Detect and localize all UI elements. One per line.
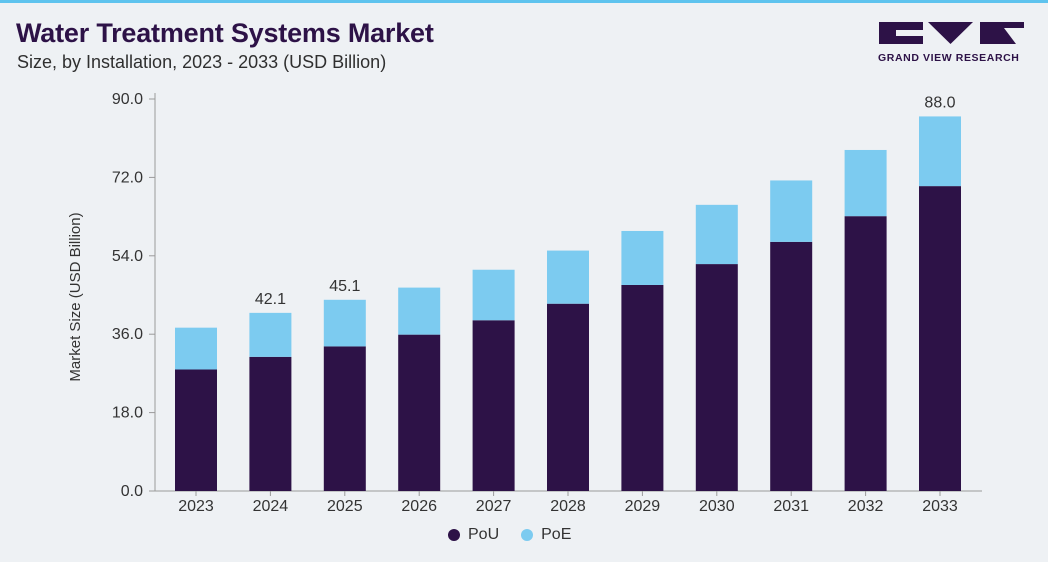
y-tick-label: 0.0 bbox=[121, 483, 143, 500]
bar-poe-2029 bbox=[621, 230, 664, 285]
bar-poe-2023 bbox=[175, 327, 217, 370]
x-tick-label: 2023 bbox=[178, 498, 214, 515]
chart-legend: PoU PoE bbox=[448, 526, 571, 544]
logo-wordmark: GRAND VIEW RESEARCH bbox=[878, 52, 1020, 64]
data-label-2024: 42.1 bbox=[255, 291, 286, 308]
y-tick-label: 72.0 bbox=[112, 169, 143, 186]
x-tick-label: 2026 bbox=[401, 498, 437, 515]
data-label-2033: 88.0 bbox=[924, 94, 955, 111]
x-tick-label: 2031 bbox=[773, 498, 809, 515]
bar-poe-2025 bbox=[323, 299, 366, 347]
bar-pou-2024 bbox=[249, 356, 292, 491]
x-tick-label: 2030 bbox=[699, 498, 735, 515]
bar-pou-2028 bbox=[547, 303, 589, 491]
x-tick-label: 2024 bbox=[253, 498, 289, 515]
bar-poe-2027 bbox=[472, 269, 515, 321]
y-tick-label: 54.0 bbox=[112, 248, 143, 265]
y-tick-label: 90.0 bbox=[112, 91, 143, 108]
legend-item-pou: PoU bbox=[448, 526, 499, 544]
y-tick-label: 18.0 bbox=[112, 405, 143, 422]
legend-swatch-poe bbox=[521, 529, 534, 541]
bar-pou-2025 bbox=[323, 346, 366, 491]
y-axis-title: Market Size (USD Billion) bbox=[67, 212, 84, 381]
y-tick-label: 36.0 bbox=[112, 326, 143, 343]
bar-poe-2033 bbox=[919, 116, 961, 187]
data-label-2025: 45.1 bbox=[329, 278, 360, 295]
legend-swatch-pou bbox=[448, 529, 460, 541]
x-tick-label: 2028 bbox=[550, 498, 586, 515]
bar-pou-2029 bbox=[621, 284, 664, 491]
x-tick-label: 2027 bbox=[476, 498, 512, 515]
chart-subtitle: Size, by Installation, 2023 - 2033 (USD … bbox=[17, 52, 387, 72]
x-tick-label: 2025 bbox=[327, 498, 363, 515]
x-tick-label: 2032 bbox=[848, 498, 884, 515]
bar-pou-2023 bbox=[175, 369, 217, 491]
bar-poe-2031 bbox=[770, 180, 813, 242]
bar-pou-2026 bbox=[398, 334, 441, 491]
bar-poe-2028 bbox=[547, 250, 589, 304]
legend-item-poe: PoE bbox=[521, 526, 571, 544]
x-tick-label: 2029 bbox=[625, 498, 661, 515]
bar-poe-2032 bbox=[844, 149, 887, 217]
bar-pou-2031 bbox=[770, 241, 813, 491]
bar-pou-2027 bbox=[472, 320, 515, 491]
gvr-logo-icon bbox=[879, 22, 1024, 44]
bar-pou-2033 bbox=[919, 186, 961, 491]
bar-pou-2030 bbox=[695, 264, 738, 491]
bar-poe-2030 bbox=[695, 204, 738, 265]
bar-pou-2032 bbox=[844, 216, 887, 492]
bar-poe-2026 bbox=[398, 287, 441, 335]
chart-title: Water Treatment Systems Market bbox=[16, 18, 434, 48]
x-tick-label: 2033 bbox=[922, 498, 958, 515]
legend-label-pou: PoU bbox=[468, 526, 500, 543]
bar-poe-2024 bbox=[249, 312, 292, 357]
top-accent-rule bbox=[0, 0, 1048, 3]
legend-label-poe: PoE bbox=[541, 526, 572, 543]
